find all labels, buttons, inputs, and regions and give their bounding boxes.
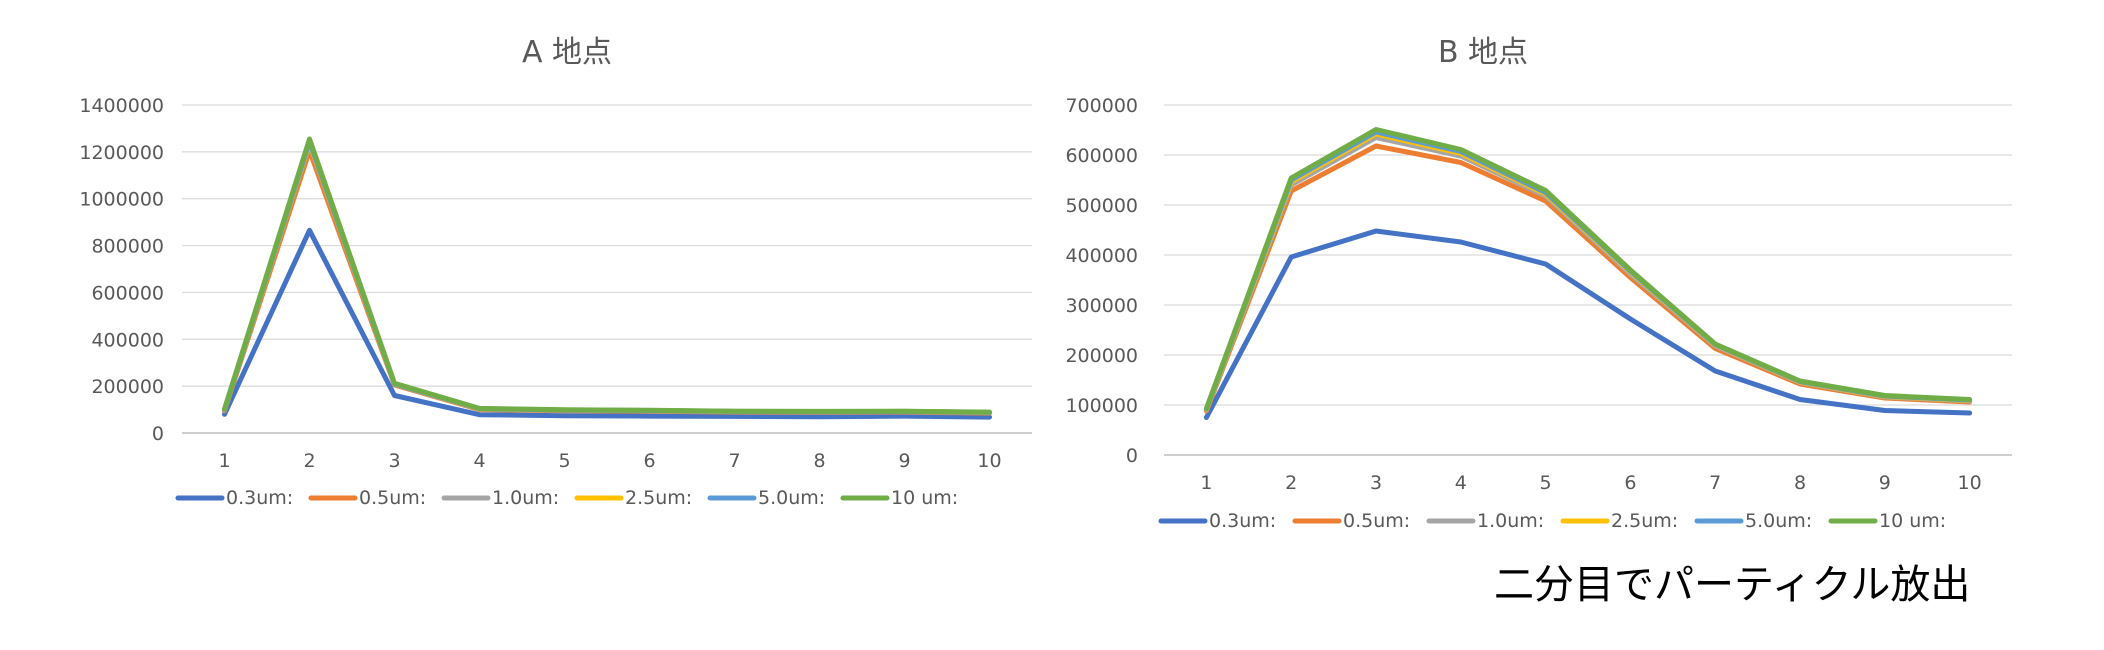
chart-a-legend-label: 0.5um: [359,487,426,509]
chart-a-x-tick-label: 8 [813,450,825,472]
chart-b-y-tick-label: 600000 [1065,145,1138,167]
chart-a-title: A 地点 [522,35,612,70]
chart-a-series-line-1 [222,227,992,420]
chart-b-y-tick-label: 0 [1126,445,1138,467]
chart-b-series-line-2 [1203,143,1973,414]
chart-b-x-tick-label: 5 [1540,472,1552,494]
chart-b-x-tick-label: 10 [1958,472,1982,494]
chart-b-legend-label: 1.0um: [1477,510,1544,532]
chart-a-legend-label: 2.5um: [625,487,692,509]
chart-b-x-tick-label: 4 [1455,472,1467,494]
chart-a-x-tick-label: 3 [388,450,400,472]
chart-a-legend-label: 0.3um: [226,487,293,509]
chart-a-legend-label: 5.0um: [758,487,825,509]
chart-a-x-tick-label: 2 [303,450,315,472]
chart-b-x-tick-label: 8 [1794,472,1806,494]
chart-a-y-tick-label: 1200000 [79,142,164,164]
chart-a-legend-label: 10 um: [891,487,958,509]
chart-b-legend-label: 0.3um: [1209,510,1276,532]
annotation-note: 二分目でパーティクル放出 [1494,562,1971,608]
chart-b-x-tick-label: 2 [1285,472,1297,494]
chart-a-y-tick-label: 800000 [91,236,164,258]
chart-b-legend-label: 10 um: [1879,510,1946,532]
chart-a-legend-label: 1.0um: [492,487,559,509]
chart-a-y-tick-label: 1000000 [79,189,164,211]
chart-b-x-tick-label: 3 [1370,472,1382,494]
chart-a-y-tick-label: 1400000 [79,95,164,117]
chart-b-x-tick-label: 9 [1879,472,1891,494]
chart-a-x-tick-label: 10 [977,450,1001,472]
chart-b-series-line-1 [1203,228,1973,420]
chart-b-x-tick-label: 6 [1624,472,1636,494]
chart-a-series-line-3 [222,141,992,416]
chart-b-series-line-3 [1203,135,1973,413]
chart-b-series-line-6 [1203,127,1973,411]
chart-a-y-tick-label: 0 [152,423,164,445]
chart-b-y-tick-label: 400000 [1065,245,1138,267]
chart-b-legend-label: 0.5um: [1343,510,1410,532]
chart-b-y-tick-label: 300000 [1065,295,1138,317]
chart-b-y-tick-label: 500000 [1065,195,1138,217]
chart-b-y-tick-label: 700000 [1065,95,1138,117]
chart-a-y-tick-label: 600000 [91,282,164,304]
chart-a-x-tick-label: 9 [898,450,910,472]
chart-b-x-tick-label: 1 [1200,472,1212,494]
chart-a-x-tick-label: 4 [473,450,485,472]
chart-a-series-line-6 [222,136,992,415]
chart-b-title: B 地点 [1438,35,1528,70]
chart-a-y-tick-label: 400000 [91,329,164,351]
chart-b-y-tick-label: 100000 [1065,395,1138,417]
chart-a-x-tick-label: 5 [558,450,570,472]
chart-a-series-line-2 [222,148,992,416]
chart-a-series-line-4 [222,140,992,415]
chart-b-y-tick-label: 200000 [1065,345,1138,367]
chart-b-legend-label: 5.0um: [1745,510,1812,532]
chart-a-x-tick-label: 1 [218,450,230,472]
chart-b-x-tick-label: 7 [1709,472,1721,494]
chart-a-y-tick-label: 200000 [91,376,164,398]
chart-a-x-tick-label: 7 [728,450,740,472]
chart-a-series-line-5 [222,138,992,415]
chart-b-legend-label: 2.5um: [1611,510,1678,532]
chart-a-x-tick-label: 6 [643,450,655,472]
